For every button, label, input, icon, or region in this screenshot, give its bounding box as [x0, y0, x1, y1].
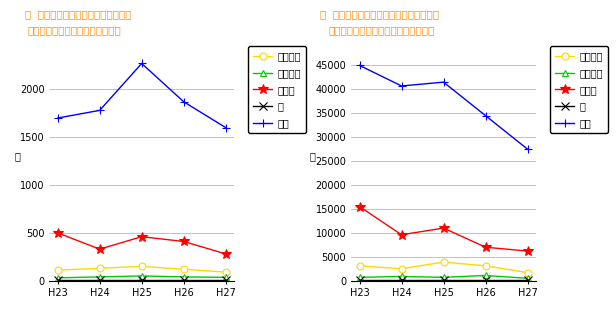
- 歯周疾患: [138, 264, 145, 268]
- Line: 一般: 一般: [54, 59, 230, 132]
- Line: 骨粗鬆症: 骨粗鬆症: [356, 272, 531, 282]
- 骨粗鬆症: [138, 274, 145, 278]
- 歯周疾患: [482, 264, 489, 268]
- 一般: [482, 114, 489, 118]
- 一般: [440, 80, 447, 84]
- Line: 病態別: 病態別: [355, 202, 532, 256]
- 歯周疾患: [524, 271, 531, 274]
- 病態別: [524, 249, 531, 253]
- Y-axis label: 回: 回: [14, 151, 20, 161]
- 骨粗鬆症: [96, 275, 103, 279]
- 薬: [440, 278, 447, 282]
- Line: 歯周疾患: 歯周疾患: [54, 263, 229, 276]
- 一般: [524, 147, 531, 151]
- Line: 薬: 薬: [355, 276, 532, 284]
- Line: 薬: 薬: [54, 276, 230, 284]
- Legend: 歯周疾患, 骨粗鬆症, 病態別, 薬, 一般: 歯周疾患, 骨粗鬆症, 病態別, 薬, 一般: [248, 46, 306, 133]
- 歯周疾患: [180, 267, 187, 271]
- 薬: [356, 278, 363, 282]
- 骨粗鬆症: [54, 276, 62, 280]
- 病態別: [356, 205, 363, 209]
- 歯周疾患: [398, 267, 405, 271]
- 病態別: [440, 226, 447, 230]
- 薬: [54, 278, 62, 282]
- 歯周疾患: [440, 260, 447, 264]
- 骨粗鬆症: [356, 275, 363, 279]
- Line: 一般: 一般: [355, 61, 532, 153]
- 一般: [180, 100, 187, 104]
- 病態別: [482, 245, 489, 249]
- 病態別: [222, 252, 229, 256]
- Text: 回  集団健康教育開催回数（熊本県）: 回 集団健康教育開催回数（熊本県）: [25, 10, 131, 19]
- 病態別: [54, 231, 62, 235]
- 一般: [222, 126, 229, 130]
- 薬: [180, 278, 187, 282]
- 歯周疾患: [356, 264, 363, 268]
- 骨粗鬆症: [398, 274, 405, 278]
- Y-axis label: 人: 人: [310, 151, 315, 161]
- 薬: [524, 278, 531, 282]
- Line: 骨粗鬆症: 骨粗鬆症: [54, 272, 229, 281]
- Text: 集団健康教育参加延べ人数（熊本県）: 集団健康教育参加延べ人数（熊本県）: [329, 25, 435, 35]
- 骨粗鬆症: [524, 276, 531, 280]
- Legend: 歯周疾患, 骨粗鬆症, 病態別, 薬, 一般: 歯周疾患, 骨粗鬆症, 病態別, 薬, 一般: [550, 46, 607, 133]
- 病態別: [138, 235, 145, 239]
- 一般: [138, 62, 145, 65]
- 薬: [482, 278, 489, 282]
- 歯周疾患: [222, 270, 229, 274]
- 薬: [222, 278, 229, 282]
- 一般: [96, 108, 103, 112]
- 骨粗鬆症: [482, 273, 489, 277]
- 病態別: [96, 247, 103, 251]
- 骨粗鬆症: [222, 275, 229, 279]
- 薬: [398, 278, 405, 282]
- 骨粗鬆症: [180, 275, 187, 279]
- 骨粗鬆症: [440, 275, 447, 279]
- 病態別: [398, 233, 405, 237]
- Text: 人  集団健康教育参加延べ人数（熊本県）: 人 集団健康教育参加延べ人数（熊本県）: [320, 10, 439, 19]
- 一般: [54, 116, 62, 120]
- Line: 歯周疾患: 歯周疾患: [356, 259, 531, 276]
- Text: 集団健康教育開催回数（熊本県）: 集団健康教育開催回数（熊本県）: [27, 25, 121, 35]
- 一般: [398, 84, 405, 88]
- 薬: [96, 278, 103, 282]
- 歯周疾患: [96, 266, 103, 270]
- Line: 病態別: 病態別: [53, 228, 230, 259]
- 病態別: [180, 240, 187, 243]
- 薬: [138, 278, 145, 282]
- 歯周疾患: [54, 268, 62, 272]
- 一般: [356, 63, 363, 67]
